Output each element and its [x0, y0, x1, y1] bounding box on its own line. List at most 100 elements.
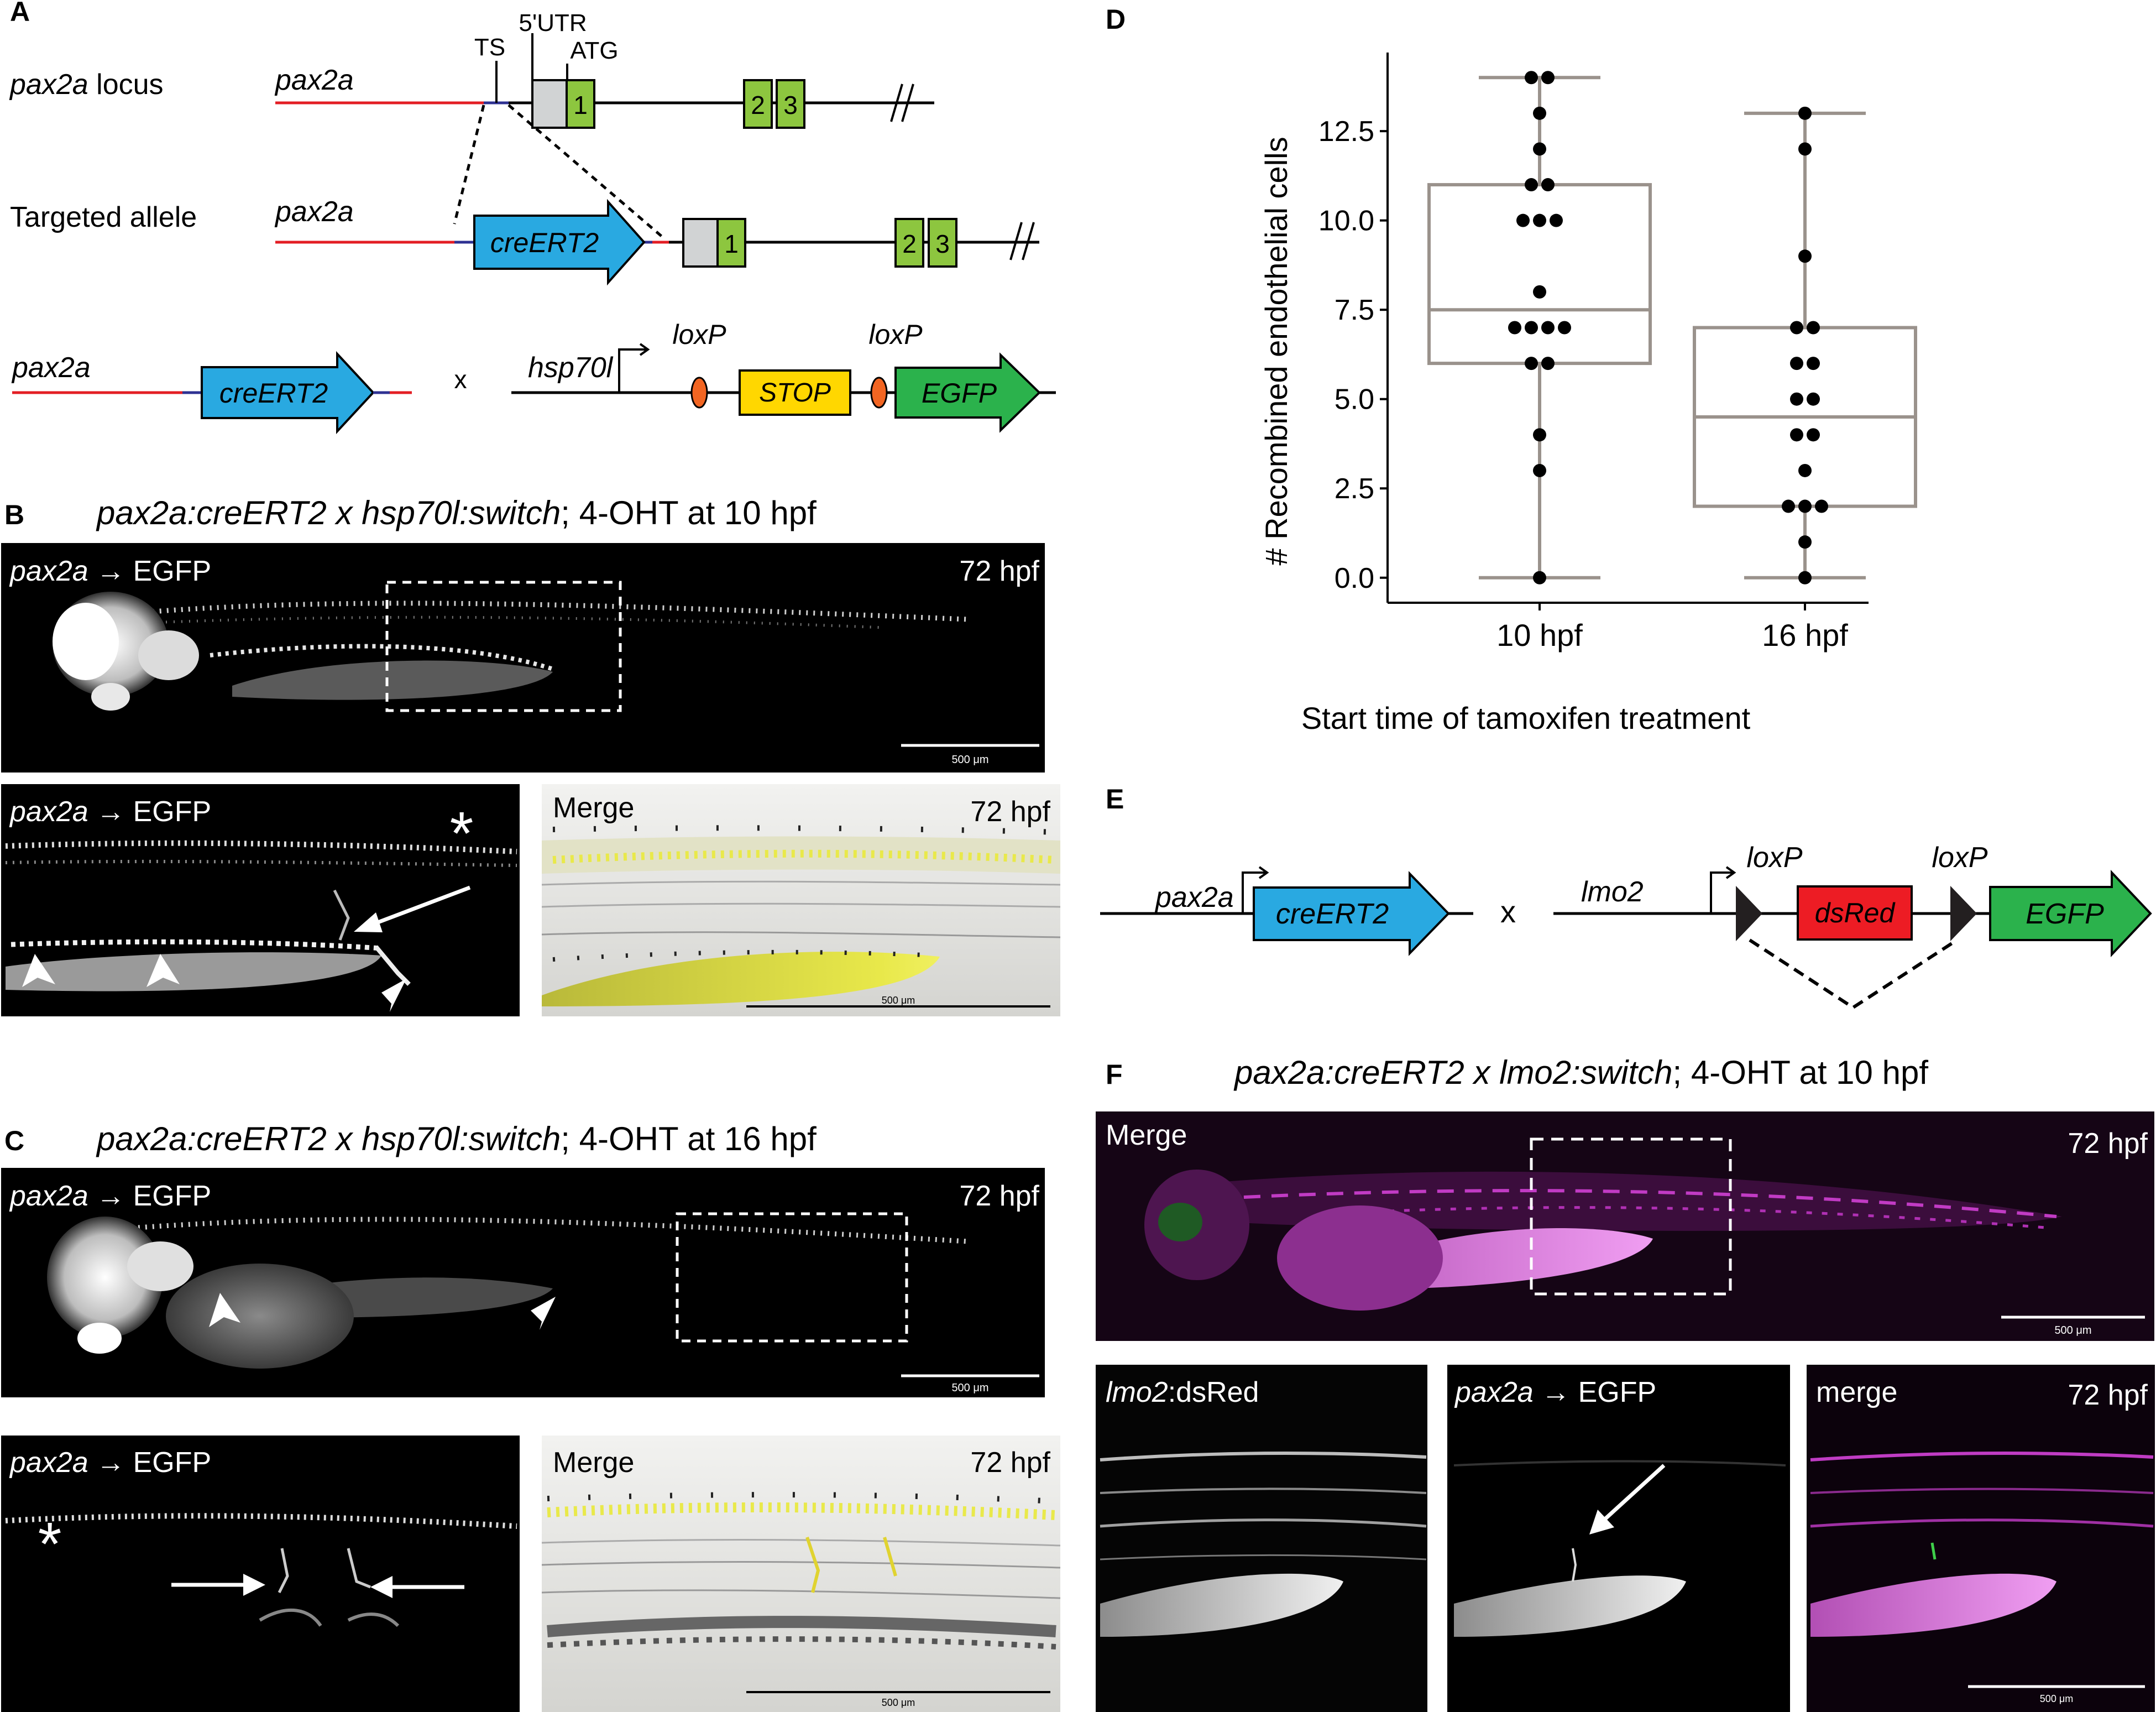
- data-point: [1815, 499, 1828, 513]
- data-point: [1790, 428, 1803, 442]
- e-gene-label: pax2a: [1154, 881, 1234, 914]
- panel-c-zoom-image: pax2a → EGFP *: [1, 1436, 520, 1712]
- data-point: [1558, 321, 1571, 335]
- y-tick-label: 7.5: [1335, 294, 1374, 326]
- data-point: [1533, 106, 1546, 120]
- data-point: [1525, 178, 1538, 192]
- data-point: [1525, 321, 1538, 335]
- data-point: [1516, 213, 1530, 227]
- data-point: [1798, 571, 1812, 584]
- e-loxp-2: loxP: [1932, 842, 1987, 874]
- data-point: [1533, 428, 1546, 442]
- data-point: [1798, 463, 1812, 477]
- data-point: [1790, 392, 1803, 406]
- panel-c-merge-image: Merge 72 hpf 500 μm: [541, 1436, 1061, 1712]
- panel-letter-d: D: [1106, 4, 1126, 35]
- data-point: [1807, 357, 1820, 370]
- cassette-label-row3: creERT2: [219, 378, 328, 409]
- exon-1: 1: [573, 91, 588, 119]
- data-point: [1508, 321, 1521, 335]
- exon-2-targeted: 2: [902, 229, 917, 258]
- panel-e-schematic: pax2a creERT2 x lmo2 loxP loxP dsRed EGF…: [1100, 842, 2152, 1010]
- b-overview-scale: 500 μm: [951, 754, 988, 766]
- data-point: [1798, 249, 1812, 263]
- loxp-a-2: loxP: [868, 319, 923, 350]
- exon-1-targeted: 1: [724, 229, 739, 258]
- data-point: [1533, 142, 1546, 156]
- data-point: [1798, 499, 1812, 513]
- f-egfp-label: pax2a → EGFP: [1454, 1376, 1656, 1408]
- egfp-label-a: EGFP: [922, 378, 997, 409]
- x-tick-label: 10 hpf: [1496, 618, 1583, 653]
- stop-label: STOP: [759, 378, 831, 408]
- c-merge-scale: 500 μm: [882, 1697, 915, 1708]
- panel-b-overview-image: pax2a → EGFP 72 hpf 500 μm: [1, 543, 1045, 773]
- e-loxp-1: loxP: [1746, 842, 1802, 874]
- loxp-a-1: loxP: [672, 319, 726, 350]
- y-tick-label: 2.5: [1335, 473, 1374, 505]
- panel-c-title: pax2a:creERT2 x hsp70l:switch; 4-OHT at …: [96, 1120, 817, 1157]
- data-point: [1541, 71, 1555, 85]
- panel-f-title: pax2a:creERT2 x lmo2:switch; 4-OHT at 10…: [1233, 1054, 1928, 1091]
- hsp70l-label: hsp70l: [528, 352, 614, 384]
- data-point: [1790, 357, 1803, 370]
- f-lmo2-label: lmo2:dsRed: [1106, 1376, 1259, 1408]
- panel-c-overview-image: pax2a → EGFP 72 hpf 500 μm: [1, 1168, 1045, 1397]
- data-point: [1541, 178, 1555, 192]
- f-overview-time: 72 hpf: [2068, 1128, 2148, 1160]
- panel-f-merge-image: merge 72 hpf 500 μm: [1807, 1365, 2155, 1712]
- exon-2: 2: [751, 91, 765, 119]
- exon-3: 3: [783, 91, 798, 119]
- f-overview-merge: Merge: [1106, 1119, 1187, 1151]
- data-point: [1798, 106, 1812, 120]
- gene-label-row1: pax2a: [274, 64, 354, 96]
- f-merge-time: 72 hpf: [2068, 1379, 2148, 1411]
- data-point: [1807, 428, 1820, 442]
- e-promoter-label: lmo2: [1581, 876, 1644, 908]
- box-iqr: [1427, 183, 1652, 366]
- data-point: [1541, 321, 1555, 335]
- box-plot: # Recombined endothelial cells Start tim…: [1259, 53, 1917, 735]
- data-point: [1533, 571, 1546, 584]
- panel-a-schematic: pax2a locus pax2a TS 5'UTR ATG 1 2 3 Tar…: [9, 9, 1056, 435]
- data-point: [1525, 71, 1538, 85]
- y-tick-label: 12.5: [1318, 116, 1374, 148]
- y-tick-label: 0.0: [1335, 562, 1374, 594]
- f-overview-scale: 500 μm: [2054, 1324, 2091, 1337]
- b-zoom-label: pax2a → EGFP: [9, 796, 211, 828]
- c-overview-label: pax2a → EGFP: [9, 1180, 211, 1212]
- cassette-label-row2: creERT2: [490, 227, 599, 258]
- data-point: [1798, 535, 1812, 549]
- y-axis-label: # Recombined endothelial cells: [1259, 137, 1294, 565]
- b-overview-time: 72 hpf: [959, 555, 1039, 587]
- y-tick-label: 5.0: [1335, 384, 1374, 416]
- atg-label: ATG: [570, 37, 618, 64]
- gene-label-row3: pax2a: [11, 352, 91, 384]
- gene-label-row2: pax2a: [274, 196, 354, 228]
- panel-f-overview-image: Merge 72 hpf 500 μm: [1096, 1111, 2154, 1341]
- data-point: [1807, 321, 1820, 335]
- ts-label: TS: [474, 34, 505, 61]
- exon-3-targeted: 3: [935, 229, 950, 258]
- panel-letter-a: A: [10, 0, 30, 27]
- panel-f-egfp-image: pax2a → EGFP: [1447, 1365, 1790, 1712]
- panel-letter-e: E: [1106, 784, 1124, 815]
- data-point: [1533, 285, 1546, 299]
- data-point: [1541, 357, 1555, 370]
- panel-b-merge-image: Merge 72 hpf 500 μm: [541, 784, 1061, 1016]
- c-overview-scale: 500 μm: [951, 1382, 988, 1394]
- e-cassette-label: creERT2: [1276, 898, 1389, 930]
- b-merge-label: Merge: [553, 792, 634, 824]
- b-merge-time: 72 hpf: [970, 796, 1050, 828]
- panel-letter-c: C: [4, 1125, 24, 1156]
- c-merge-time: 72 hpf: [970, 1447, 1050, 1479]
- f-merge-label: merge: [1816, 1376, 1897, 1408]
- e-egfp-label: EGFP: [2026, 898, 2104, 930]
- data-point: [1533, 463, 1546, 477]
- c-merge-label: Merge: [553, 1447, 634, 1479]
- data-point: [1807, 392, 1820, 406]
- b-zoom-asterisk: *: [450, 800, 474, 868]
- data-point: [1782, 499, 1795, 513]
- data-point: [1798, 142, 1812, 156]
